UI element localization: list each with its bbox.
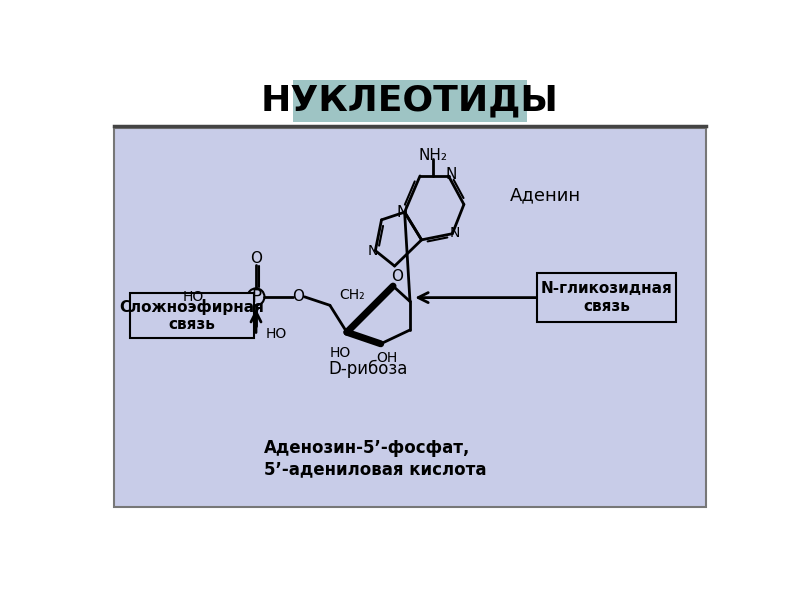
- Text: O: O: [391, 269, 403, 284]
- Text: OH: OH: [376, 352, 398, 365]
- Text: N: N: [450, 226, 460, 240]
- Text: HO: HO: [330, 346, 351, 360]
- Text: Аденин: Аденин: [510, 186, 582, 204]
- Text: N: N: [445, 167, 457, 182]
- Text: HO: HO: [182, 290, 204, 304]
- FancyBboxPatch shape: [130, 293, 254, 338]
- Text: Аденозин-5’-фосфат,
5’-адениловая кислота: Аденозин-5’-фосфат, 5’-адениловая кислот…: [264, 439, 486, 478]
- FancyBboxPatch shape: [114, 128, 706, 507]
- FancyBboxPatch shape: [537, 273, 677, 322]
- Text: O: O: [250, 251, 262, 266]
- Text: NH₂: NH₂: [418, 148, 448, 163]
- Text: CH₂: CH₂: [339, 289, 365, 302]
- Text: N-гликозидная
связь: N-гликозидная связь: [541, 281, 672, 314]
- Text: НУКЛЕОТИДЫ: НУКЛЕОТИДЫ: [261, 83, 559, 118]
- FancyBboxPatch shape: [293, 80, 527, 122]
- Text: N: N: [368, 244, 378, 259]
- Text: P: P: [251, 288, 261, 306]
- Text: N: N: [397, 205, 408, 220]
- Text: HO: HO: [266, 327, 287, 341]
- Text: D-рибоза: D-рибоза: [328, 359, 407, 377]
- Text: Сложноэфирная
связь: Сложноэфирная связь: [120, 299, 265, 332]
- Text: O: O: [292, 289, 304, 304]
